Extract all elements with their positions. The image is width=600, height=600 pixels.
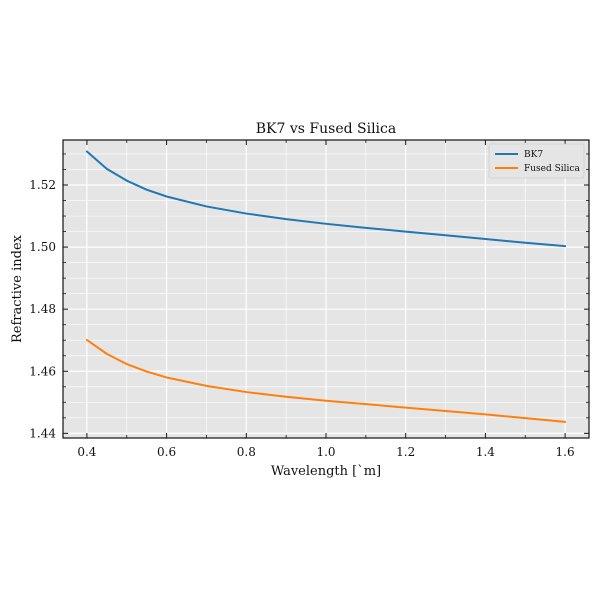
- x-tick-label: 0.6: [157, 445, 176, 459]
- x-tick-label: 0.8: [237, 445, 256, 459]
- y-axis-label: Refractive index: [10, 234, 25, 343]
- legend-label-fused-silica: Fused Silica: [524, 164, 580, 174]
- y-tick-label: 1.48: [29, 302, 56, 316]
- x-tick-label: 1.6: [556, 445, 575, 459]
- x-axis-label: Wavelength [`m]: [271, 464, 381, 479]
- y-tick-label: 1.50: [29, 240, 56, 254]
- series-line-fused-silica: [85, 338, 567, 423]
- y-tick-label: 1.44: [29, 426, 56, 440]
- x-tick-label: 1.4: [476, 445, 495, 459]
- legend: BK7 Fused Silica: [488, 143, 585, 179]
- y-tick-label: 1.46: [29, 364, 56, 378]
- grid-layer: [63, 140, 589, 438]
- tick-layer: 0.4 0.6 0.8 1.0 1.2 1.4 1.6 1.44 1.46 1.48 1.50 1.5…: [29, 140, 589, 459]
- series-layer: [85, 150, 567, 423]
- x-tick-label: 1.0: [316, 445, 335, 459]
- legend-box: [488, 143, 585, 179]
- x-tick-label: 0.4: [77, 445, 96, 459]
- chart-title: BK7 vs Fused Silica: [256, 121, 396, 137]
- legend-label-bk7: BK7: [524, 150, 543, 160]
- x-tick-label: 1.2: [396, 445, 415, 459]
- series-line-bk7: [85, 150, 567, 248]
- y-tick-label: 1.52: [29, 178, 56, 192]
